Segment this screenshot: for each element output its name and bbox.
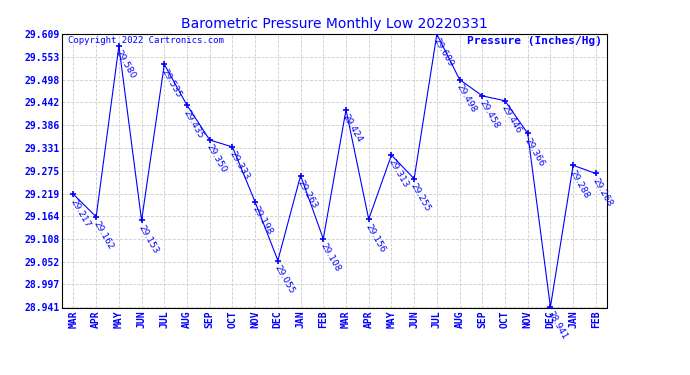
Text: 29.255: 29.255: [409, 182, 433, 213]
Text: 29.268: 29.268: [591, 176, 614, 208]
Text: 29.580: 29.580: [114, 49, 137, 81]
Text: 29.055: 29.055: [273, 263, 297, 295]
Text: 29.108: 29.108: [318, 242, 342, 273]
Text: 29.333: 29.333: [228, 150, 251, 182]
Text: 29.498: 29.498: [455, 82, 478, 114]
Text: 29.609: 29.609: [432, 37, 455, 69]
Text: 29.446: 29.446: [500, 104, 524, 135]
Title: Barometric Pressure Monthly Low 20220331: Barometric Pressure Monthly Low 20220331: [181, 17, 488, 31]
Text: 29.350: 29.350: [205, 143, 228, 174]
Text: 29.153: 29.153: [137, 223, 160, 255]
Text: 29.156: 29.156: [364, 222, 387, 254]
Text: 29.217: 29.217: [68, 197, 92, 229]
Text: 29.435: 29.435: [182, 108, 206, 140]
Text: Pressure (Inches/Hg): Pressure (Inches/Hg): [466, 36, 602, 46]
Text: 29.458: 29.458: [477, 99, 501, 130]
Text: 29.535: 29.535: [159, 67, 183, 99]
Text: 29.313: 29.313: [386, 158, 410, 190]
Text: 29.288: 29.288: [568, 168, 591, 200]
Text: 29.198: 29.198: [250, 205, 274, 237]
Text: 29.424: 29.424: [341, 112, 364, 144]
Text: 28.941: 28.941: [545, 310, 569, 342]
Text: 29.366: 29.366: [523, 136, 546, 168]
Text: 29.162: 29.162: [91, 220, 115, 251]
Text: 29.263: 29.263: [295, 178, 319, 210]
Text: Copyright 2022 Cartronics.com: Copyright 2022 Cartronics.com: [68, 36, 224, 45]
